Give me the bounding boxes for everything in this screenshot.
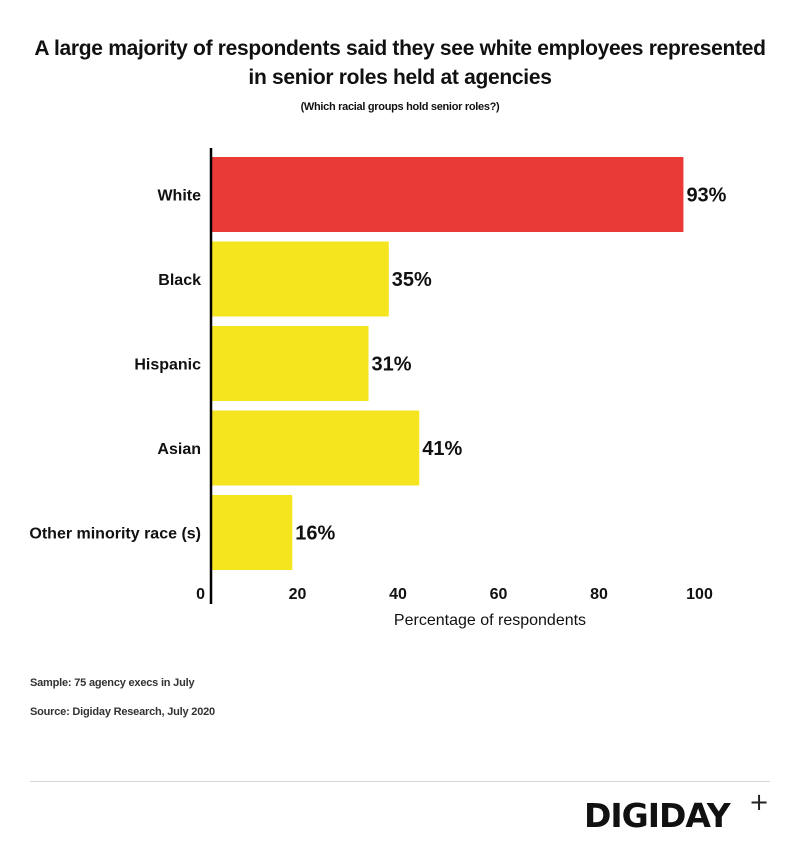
x-tick-label: 60: [490, 586, 508, 603]
bar-asian: [211, 410, 420, 486]
category-label: Other minority race (s): [29, 526, 201, 543]
x-tick-labels: 0 20 40 60 80 100: [196, 586, 713, 603]
x-tick-label: 20: [289, 586, 307, 603]
sample-note: Sample: 75 agency execs in July: [30, 677, 195, 689]
bar-hispanic: [211, 326, 369, 401]
bars-group: [211, 157, 684, 570]
x-tick-label: 40: [389, 586, 407, 603]
bar-black: [211, 241, 389, 317]
value-label: 16%: [295, 523, 335, 545]
chart-title-line-1: A large majority of respondents said the…: [34, 37, 766, 60]
x-tick-label: 80: [590, 586, 608, 603]
digiday-logo: DIGIDAY: [584, 796, 731, 835]
bar-chart: White Black Hispanic Asian Other minority ra…: [29, 148, 727, 629]
chart-subtitle: (Which racial groups hold senior roles?): [300, 101, 500, 113]
category-label: Asian: [157, 441, 201, 458]
source-note: Source: Digiday Research, July 2020: [30, 706, 215, 718]
chart-title-line-2: in senior roles held at agencies: [248, 66, 552, 89]
value-label: 93%: [686, 185, 726, 207]
category-label: White: [157, 188, 201, 205]
value-labels: 93% 35% 31% 41% 16%: [295, 185, 726, 545]
category-labels: White Black Hispanic Asian Other minority ra…: [29, 188, 201, 543]
chart-title: A large majority of respondents said the…: [0, 34, 800, 92]
x-axis-title: Percentage of respondents: [394, 612, 586, 629]
bar-white: [211, 157, 684, 232]
bar-other-minority-race-s: [211, 495, 293, 570]
category-label: Hispanic: [134, 357, 201, 374]
value-label: 31%: [371, 354, 411, 376]
value-label: 35%: [392, 269, 432, 291]
x-tick-label: 100: [686, 586, 713, 603]
value-label: 41%: [422, 438, 462, 460]
plus-icon: +: [749, 788, 770, 816]
category-label: Black: [158, 272, 201, 289]
x-tick-label: 0: [196, 586, 205, 603]
footer-divider: [30, 781, 770, 782]
